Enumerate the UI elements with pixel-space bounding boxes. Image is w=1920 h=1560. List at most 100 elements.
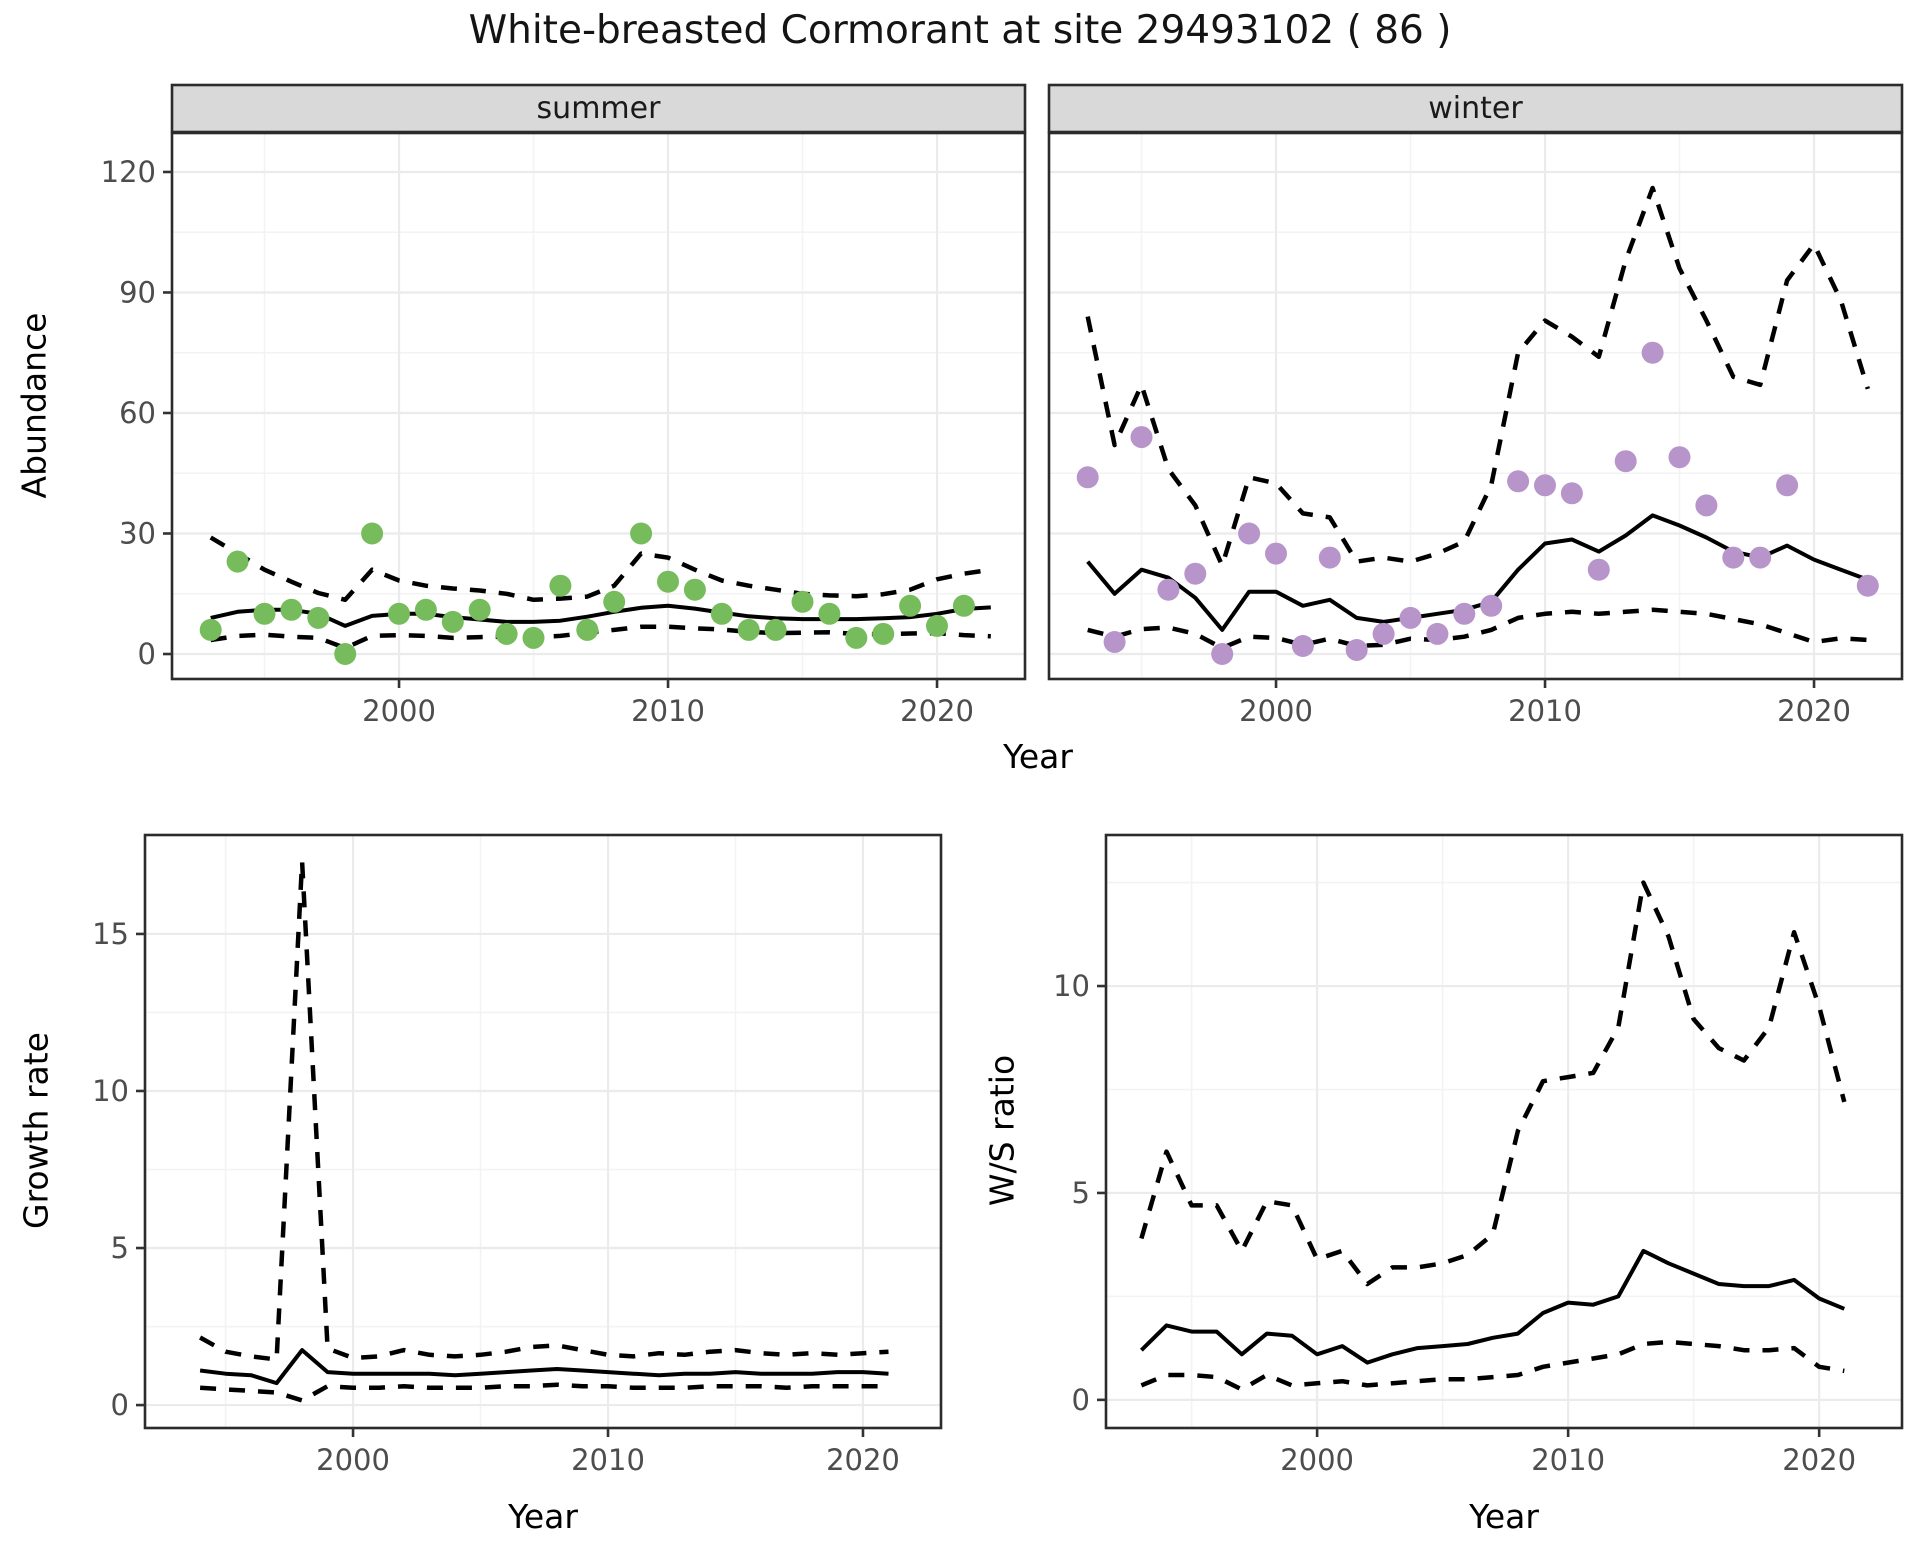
abundance-winter-point [1641, 341, 1664, 364]
x-tick-label: 2000 [1280, 1443, 1354, 1477]
facet-strip-summer: summer [536, 91, 661, 126]
abundance-winter-point [1587, 558, 1610, 581]
abundance-summer-point [199, 618, 222, 641]
abundance-summer-upper-ci-line [209, 535, 992, 603]
growth-rate-fit-line [199, 1348, 889, 1386]
abundance-winter-point [1076, 466, 1099, 489]
abundance-summer-point [818, 602, 841, 625]
abundance-winter-point [1776, 474, 1799, 497]
abundance-winter-point [1856, 574, 1879, 597]
x-tick-label: 2020 [1777, 694, 1851, 728]
abundance-winter-point [1534, 474, 1556, 497]
abundance-summer-point [414, 598, 437, 621]
abundance-winter-point [1184, 562, 1207, 585]
y-tick-label: 15 [92, 917, 129, 951]
y-tick-label: 5 [1072, 1176, 1090, 1210]
abundance-winter-point [1695, 494, 1718, 517]
abundance-summer-point [737, 618, 760, 641]
y-tick-label: 0 [138, 637, 156, 671]
x-tick-label: 2000 [1239, 694, 1313, 728]
x-tick-label: 2000 [316, 1443, 390, 1477]
abundance-winter-point [1265, 542, 1287, 565]
abundance-winter-point [1238, 522, 1261, 545]
panel-background [145, 835, 941, 1428]
abundance-summer-point [388, 602, 410, 625]
facet-strip-box [1047, 83, 1904, 134]
abundance-summer-point [899, 594, 922, 617]
abundance-winter-point [1453, 602, 1476, 625]
abundance-winter-point [1722, 546, 1745, 569]
abundance-winter-point [1318, 546, 1341, 569]
abundance-summer-point [495, 622, 518, 645]
abundance-winter-point [1614, 450, 1637, 473]
abundance-winter-point [1668, 446, 1691, 469]
abundance-summer-point [307, 606, 330, 629]
y-axis-title-growth: Growth rate [16, 1032, 56, 1229]
abundance-summer-point [630, 522, 653, 545]
y-tick-label: 120 [101, 155, 156, 189]
abundance-winter-point [1480, 594, 1503, 617]
y-tick-label: 0 [111, 1388, 129, 1422]
abundance-summer-point [683, 578, 706, 601]
x-axis-title-top: Year [1003, 737, 1073, 776]
abundance-winter-point [1426, 622, 1449, 645]
x-tick-label: 2010 [1531, 1443, 1605, 1477]
abundance-summer-point [468, 598, 491, 621]
abundance-summer-point [657, 570, 679, 593]
y-axis-title-ws: W/S ratio [982, 1054, 1022, 1207]
abundance-summer-point [549, 574, 572, 597]
x-tick-label: 2020 [900, 694, 974, 728]
abundance-summer-point [710, 602, 733, 625]
abundance-winter-point [1507, 470, 1530, 493]
abundance-summer-point [603, 590, 626, 613]
y-tick-label: 30 [119, 517, 156, 551]
growth-rate-upper-ci-line [199, 859, 889, 1362]
abundance-summer-point [872, 622, 895, 645]
abundance-summer-point [791, 590, 814, 613]
x-tick-label: 2010 [1508, 694, 1582, 728]
abundance-winter-point [1157, 578, 1180, 601]
abundance-winter-point [1372, 622, 1395, 645]
abundance-winter-point [1103, 631, 1126, 653]
y-axis-title-abundance: Abundance [14, 312, 54, 499]
y-tick-label: 90 [119, 275, 156, 309]
abundance-summer-point [845, 626, 868, 649]
abundance-winter-point [1560, 482, 1583, 505]
ws-ratio-upper-ci-line [1139, 880, 1847, 1287]
x-tick-label: 2020 [826, 1443, 900, 1477]
abundance-summer-point [441, 610, 464, 633]
facet-strip-winter: winter [1428, 91, 1523, 126]
panel-background [1049, 133, 1902, 679]
x-tick-label: 2010 [571, 1443, 645, 1477]
abundance-summer-point [522, 626, 545, 649]
abundance-summer-point [226, 550, 249, 573]
y-tick-label: 10 [92, 1074, 129, 1108]
abundance-summer-point [764, 618, 787, 641]
abundance-summer-point [576, 618, 599, 641]
abundance-summer-point [280, 598, 303, 621]
ws-ratio-lower-ci-line [1140, 1339, 1845, 1392]
abundance-winter-point [1291, 635, 1314, 657]
ws-ratio-fit-line [1139, 1248, 1846, 1365]
abundance-winter-point [1749, 546, 1772, 569]
abundance-winter-point [1399, 606, 1422, 629]
abundance-winter-point [1130, 426, 1153, 449]
panel-background [1106, 835, 1902, 1428]
panel-background [172, 133, 1025, 679]
y-tick-label: 5 [111, 1231, 129, 1265]
panel-border [1104, 833, 1904, 1430]
abundance-summer-point [253, 602, 276, 625]
facet-strip-box [170, 83, 1027, 134]
x-tick-label: 2020 [1782, 1443, 1856, 1477]
y-tick-label: 60 [119, 396, 156, 430]
abundance-summer-point [361, 522, 384, 545]
x-tick-label: 2010 [631, 694, 705, 728]
abundance-winter-point [1211, 643, 1234, 665]
abundance-summer-point [334, 643, 357, 665]
growth-rate-lower-ci-line [199, 1382, 889, 1403]
abundance-summer-fit-line [210, 603, 991, 628]
abundance-summer-point [952, 594, 975, 617]
x-tick-label: 2000 [362, 694, 436, 728]
